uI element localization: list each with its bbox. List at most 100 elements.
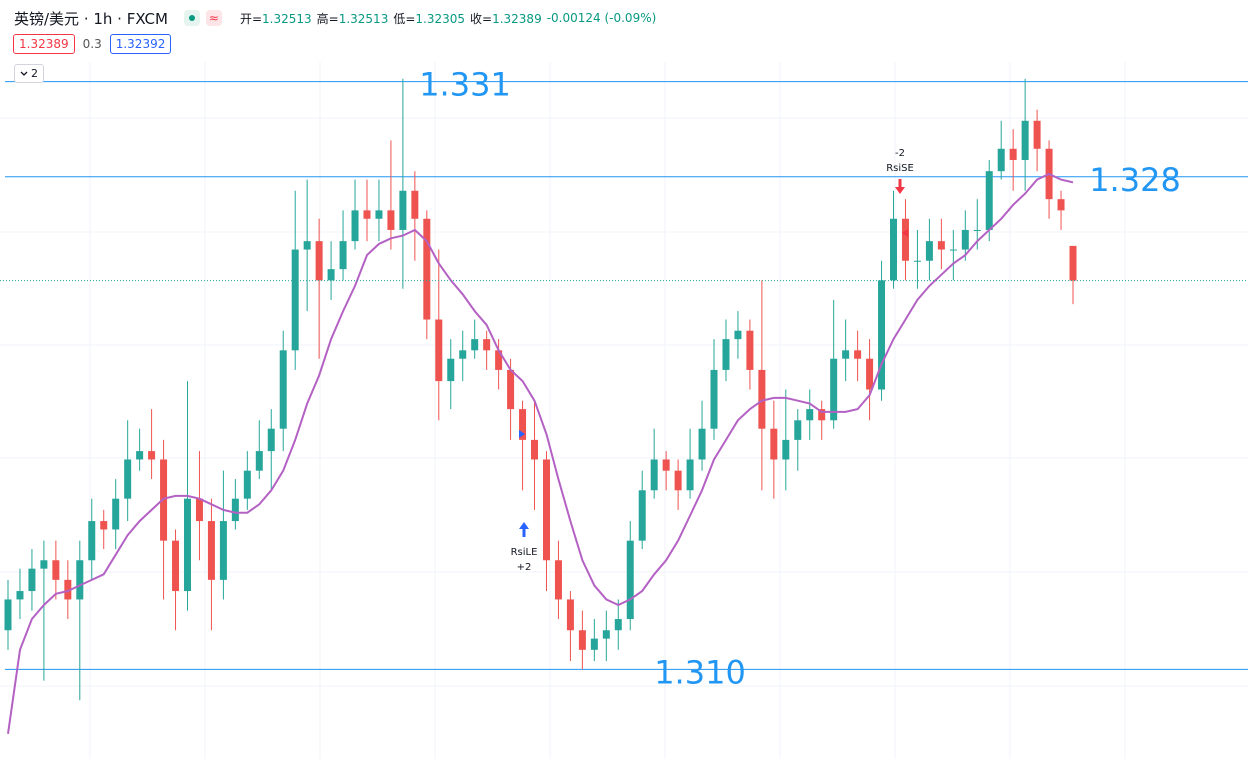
candle-body bbox=[112, 498, 120, 530]
candle-body bbox=[578, 630, 586, 650]
candle-body bbox=[686, 459, 694, 491]
candle-body bbox=[1069, 245, 1077, 281]
candle-body bbox=[997, 148, 1005, 172]
candle-body bbox=[195, 498, 203, 522]
ohlc-legend: 开=1.32513 高=1.32513 低=1.32305 收=1.32389 bbox=[240, 10, 547, 27]
ohlc-label: 高= bbox=[316, 11, 339, 26]
candle-body bbox=[243, 470, 251, 499]
candle-body bbox=[363, 210, 371, 219]
candle-body bbox=[1033, 120, 1041, 149]
chevron bbox=[20, 71, 28, 76]
candle-body bbox=[495, 350, 503, 370]
candle-body bbox=[818, 409, 826, 421]
candle-body bbox=[710, 369, 718, 429]
candle-body bbox=[662, 459, 670, 471]
level-label: 1.328 bbox=[1089, 161, 1181, 199]
ask-price[interactable]: 1.32392 bbox=[109, 34, 172, 54]
candle-body bbox=[471, 339, 479, 351]
candle-body bbox=[423, 218, 431, 320]
candle-body bbox=[973, 229, 981, 231]
candle-body bbox=[267, 428, 275, 452]
candle-body bbox=[519, 409, 527, 440]
candle-body bbox=[315, 241, 323, 281]
status-icon[interactable] bbox=[183, 10, 200, 26]
candle-body bbox=[901, 218, 909, 261]
candle-body bbox=[339, 241, 347, 270]
candle-body bbox=[136, 451, 144, 460]
entry-marker bbox=[519, 430, 525, 438]
candle-body bbox=[806, 409, 814, 421]
ohlc-label: 开= bbox=[239, 11, 263, 26]
candle-body bbox=[40, 560, 48, 569]
candle-body bbox=[1021, 120, 1029, 160]
candle-body bbox=[231, 498, 239, 522]
candle-body bbox=[483, 339, 491, 351]
collapse-button[interactable]: 2 bbox=[14, 64, 44, 83]
candle-body bbox=[76, 560, 84, 600]
candle-body bbox=[854, 350, 862, 359]
header: 英镑/美元 · 1h · FXCM ≈ 开=1.32513 高=1.32513 低=… bbox=[14, 7, 656, 29]
ohlc-value: 1.32513 bbox=[338, 11, 389, 26]
grid bbox=[0, 62, 1248, 759]
candle-body bbox=[148, 451, 156, 460]
candle-body bbox=[949, 249, 957, 251]
candle-body bbox=[303, 241, 311, 250]
candle-body bbox=[255, 451, 263, 471]
candle-body bbox=[219, 521, 227, 580]
candle-body bbox=[626, 540, 634, 620]
candle-body bbox=[531, 439, 539, 460]
ohlc-value: 1.32513 bbox=[262, 11, 312, 26]
candle-body bbox=[1009, 148, 1017, 160]
candle-body bbox=[507, 369, 515, 410]
level-label: 1.310 bbox=[654, 653, 746, 691]
candle-body bbox=[985, 171, 993, 230]
candle-body bbox=[866, 358, 874, 390]
quote: 1.32389 0.3 1.32392 bbox=[13, 34, 172, 54]
collapse-count: 2 bbox=[31, 67, 38, 80]
candle-body bbox=[279, 350, 287, 429]
candle-body bbox=[183, 498, 191, 592]
ohlc-label: 收= bbox=[470, 11, 493, 26]
sell-arrow bbox=[895, 179, 905, 194]
candle-body bbox=[602, 630, 610, 639]
signal-size: +2 bbox=[517, 562, 532, 573]
candle-body bbox=[100, 521, 108, 530]
candle-body bbox=[375, 210, 383, 219]
candle-body bbox=[913, 260, 921, 262]
symbol-title: 英镑/美元 · 1h · FXCM bbox=[14, 9, 168, 28]
candle-body bbox=[770, 428, 778, 460]
candle-body bbox=[830, 358, 838, 421]
candle-body bbox=[327, 269, 335, 281]
candle-body bbox=[1057, 199, 1065, 211]
ohlc-value: 1.32389 bbox=[492, 11, 542, 26]
candle-body bbox=[4, 599, 12, 631]
candle-body bbox=[554, 560, 562, 600]
candle-body bbox=[746, 330, 754, 370]
signal-name: RsiSE bbox=[886, 163, 914, 174]
candle-body bbox=[16, 591, 24, 600]
candle-body bbox=[207, 521, 215, 580]
candle-body bbox=[794, 420, 802, 440]
candle-body bbox=[878, 280, 886, 390]
candle-body bbox=[925, 241, 933, 261]
candle-body bbox=[124, 459, 132, 499]
candle-body bbox=[291, 249, 299, 351]
market-icon[interactable]: ≈ bbox=[205, 10, 222, 26]
bid-price[interactable]: 1.32389 bbox=[13, 34, 75, 54]
moving-average bbox=[7, 172, 1074, 734]
candle-body bbox=[542, 459, 550, 561]
candle-body bbox=[782, 439, 790, 460]
candle-body bbox=[650, 459, 658, 491]
signal-name: RsiLE bbox=[511, 547, 538, 558]
candle-body bbox=[387, 210, 395, 230]
candle-body bbox=[890, 218, 898, 281]
candle-body bbox=[590, 638, 598, 650]
buy-arrow bbox=[519, 522, 529, 537]
candle-body bbox=[698, 428, 706, 460]
candle-body bbox=[614, 619, 622, 631]
candle-body bbox=[64, 579, 72, 600]
candle-body bbox=[52, 560, 60, 580]
candle-body bbox=[399, 190, 407, 230]
